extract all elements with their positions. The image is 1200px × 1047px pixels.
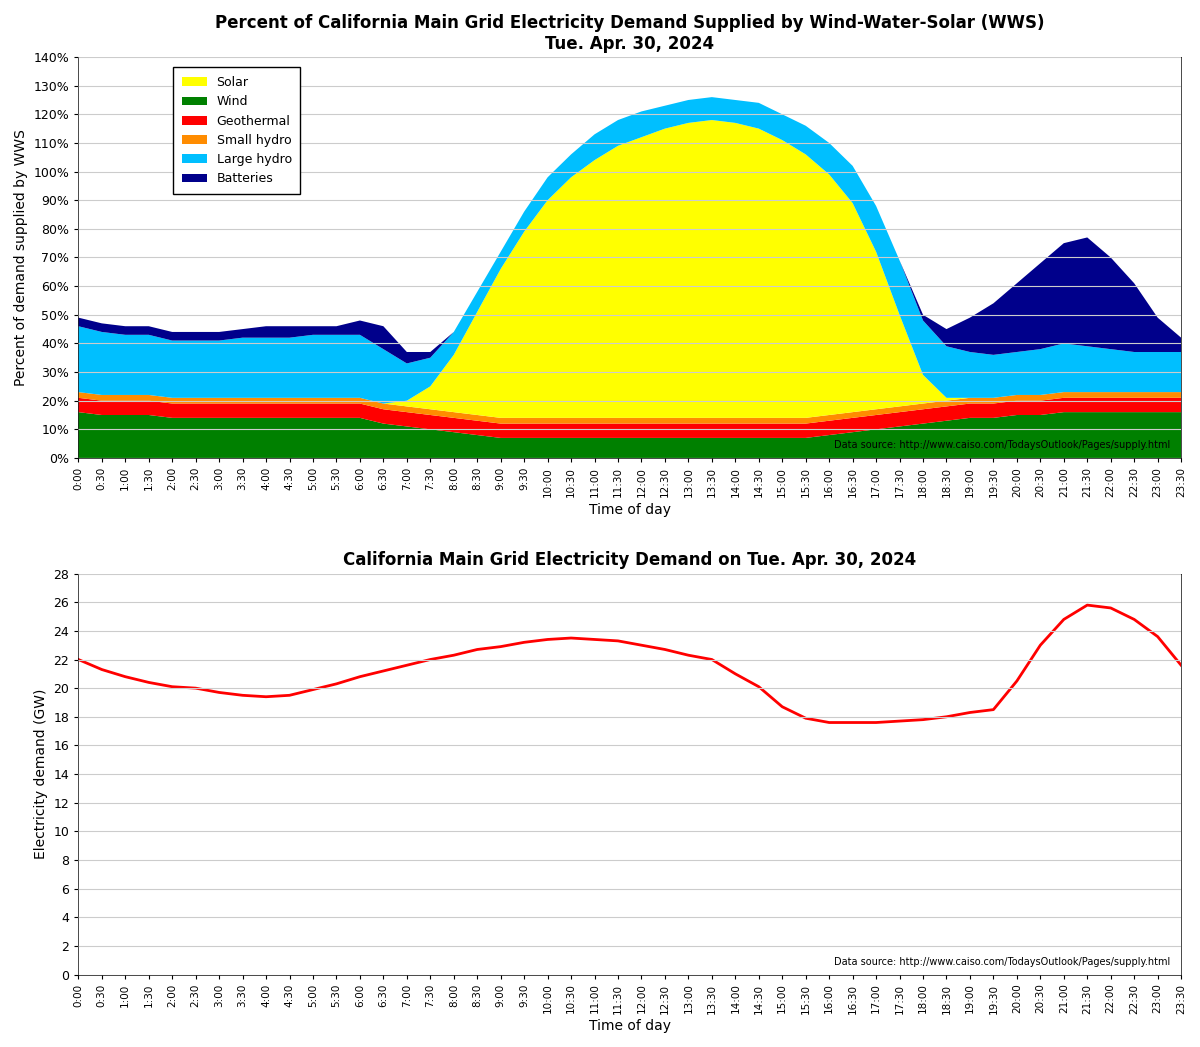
Text: Data source: http://www.caiso.com/TodaysOutlook/Pages/supply.html: Data source: http://www.caiso.com/Todays… bbox=[834, 957, 1170, 966]
Y-axis label: Percent of demand supplied by WWS: Percent of demand supplied by WWS bbox=[14, 129, 28, 386]
Title: Percent of California Main Grid Electricity Demand Supplied by Wind-Water-Solar : Percent of California Main Grid Electric… bbox=[215, 14, 1044, 52]
Text: Data source: http://www.caiso.com/TodaysOutlook/Pages/supply.html: Data source: http://www.caiso.com/Todays… bbox=[834, 440, 1170, 450]
X-axis label: Time of day: Time of day bbox=[589, 503, 671, 516]
X-axis label: Time of day: Time of day bbox=[589, 1019, 671, 1033]
Title: California Main Grid Electricity Demand on Tue. Apr. 30, 2024: California Main Grid Electricity Demand … bbox=[343, 552, 917, 570]
Y-axis label: Electricity demand (GW): Electricity demand (GW) bbox=[34, 689, 48, 860]
Legend: Solar, Wind, Geothermal, Small hydro, Large hydro, Batteries: Solar, Wind, Geothermal, Small hydro, La… bbox=[173, 67, 300, 194]
